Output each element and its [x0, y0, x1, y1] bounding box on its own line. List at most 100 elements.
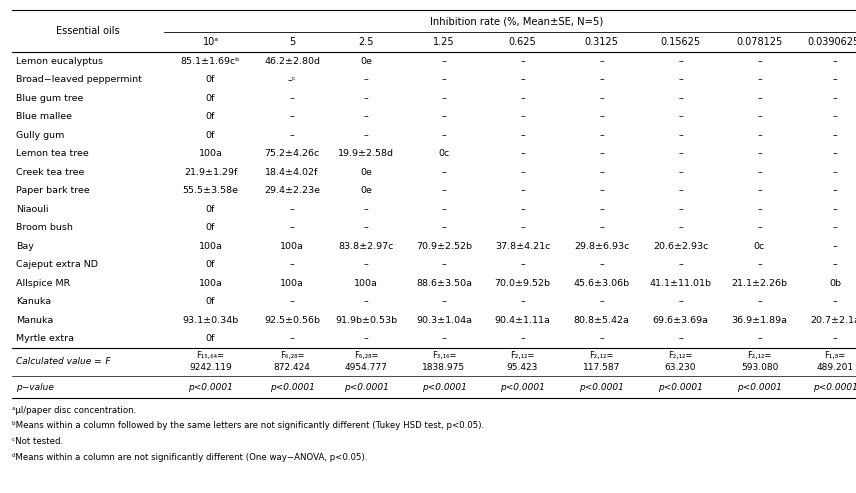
Text: 0.625: 0.625	[508, 37, 537, 47]
Text: –: –	[599, 57, 603, 66]
Text: 75.2±4.26c: 75.2±4.26c	[265, 149, 319, 158]
Text: –: –	[289, 205, 294, 214]
Text: 92.5±0.56b: 92.5±0.56b	[264, 316, 320, 325]
Text: p<0.0001: p<0.0001	[500, 383, 545, 391]
Text: –: –	[520, 131, 525, 140]
Text: 85.1±1.69cᵇ: 85.1±1.69cᵇ	[181, 57, 241, 66]
Text: 0f: 0f	[205, 297, 215, 306]
Text: –: –	[833, 131, 837, 140]
Text: –: –	[678, 186, 683, 195]
Text: 0e: 0e	[360, 168, 372, 177]
Text: –: –	[833, 186, 837, 195]
Text: –: –	[520, 205, 525, 214]
Text: –: –	[833, 75, 837, 84]
Text: –: –	[757, 57, 762, 66]
Text: –: –	[442, 94, 446, 103]
Text: 45.6±3.06b: 45.6±3.06b	[574, 279, 629, 288]
Text: –: –	[757, 168, 762, 177]
Text: 36.9±1.89a: 36.9±1.89a	[732, 316, 788, 325]
Text: p<0.0001: p<0.0001	[658, 383, 703, 391]
Text: –: –	[599, 297, 603, 306]
Text: Broom bush: Broom bush	[16, 223, 73, 232]
Text: F₂,₁₂=: F₂,₁₂=	[589, 352, 614, 360]
Text: –: –	[757, 186, 762, 195]
Text: 90.4±1.11a: 90.4±1.11a	[495, 316, 550, 325]
Text: 70.9±2.52b: 70.9±2.52b	[416, 242, 472, 251]
Text: –: –	[289, 131, 294, 140]
Text: F₆,₂₈=: F₆,₂₈=	[354, 352, 378, 360]
Text: 0f: 0f	[205, 205, 215, 214]
Text: 63.230: 63.230	[665, 362, 696, 372]
Text: Creek tea tree: Creek tea tree	[16, 168, 85, 177]
Text: –: –	[364, 260, 368, 269]
Text: F₂,₁₂=: F₂,₁₂=	[510, 352, 535, 360]
Text: 100a: 100a	[280, 279, 304, 288]
Text: –: –	[678, 57, 683, 66]
Text: 0f: 0f	[205, 75, 215, 84]
Text: –: –	[520, 112, 525, 121]
Text: 117.587: 117.587	[583, 362, 621, 372]
Text: –: –	[833, 168, 837, 177]
Text: –: –	[442, 168, 446, 177]
Text: –: –	[678, 260, 683, 269]
Text: –: –	[757, 94, 762, 103]
Text: –: –	[757, 223, 762, 232]
Text: –: –	[678, 112, 683, 121]
Text: 0f: 0f	[205, 131, 215, 140]
Text: Bay: Bay	[16, 242, 34, 251]
Text: F₁,₈=: F₁,₈=	[824, 352, 846, 360]
Text: 0f: 0f	[205, 112, 215, 121]
Text: –: –	[442, 205, 446, 214]
Text: 83.8±2.97c: 83.8±2.97c	[338, 242, 394, 251]
Text: –: –	[520, 149, 525, 158]
Text: –: –	[678, 297, 683, 306]
Text: 4954.777: 4954.777	[345, 362, 388, 372]
Text: –: –	[364, 94, 368, 103]
Text: –: –	[599, 149, 603, 158]
Text: 90.3±1.04a: 90.3±1.04a	[416, 316, 472, 325]
Text: –: –	[833, 112, 837, 121]
Text: 21.1±2.26b: 21.1±2.26b	[732, 279, 788, 288]
Text: –: –	[442, 131, 446, 140]
Text: –: –	[599, 168, 603, 177]
Text: p<0.0001: p<0.0001	[421, 383, 467, 391]
Text: Lemon tea tree: Lemon tea tree	[16, 149, 89, 158]
Text: 29.8±6.93c: 29.8±6.93c	[574, 242, 629, 251]
Text: 70.0±9.52b: 70.0±9.52b	[495, 279, 550, 288]
Text: –: –	[833, 242, 837, 251]
Text: –: –	[757, 334, 762, 343]
Text: 593.080: 593.080	[740, 362, 778, 372]
Text: –: –	[599, 75, 603, 84]
Text: 10ᵃ: 10ᵃ	[203, 37, 218, 47]
Text: –: –	[833, 94, 837, 103]
Text: –: –	[833, 57, 837, 66]
Text: –: –	[442, 334, 446, 343]
Text: Inhibition rate (%, Mean±SE, N=5): Inhibition rate (%, Mean±SE, N=5)	[430, 16, 603, 26]
Text: Paper bark tree: Paper bark tree	[16, 186, 90, 195]
Text: –: –	[364, 297, 368, 306]
Text: –: –	[757, 205, 762, 214]
Text: –: –	[442, 260, 446, 269]
Text: Cajeput extra ND: Cajeput extra ND	[16, 260, 98, 269]
Text: 80.8±5.42a: 80.8±5.42a	[574, 316, 629, 325]
Text: –: –	[289, 112, 294, 121]
Text: 88.6±3.50a: 88.6±3.50a	[416, 279, 472, 288]
Text: 100a: 100a	[354, 279, 378, 288]
Text: –: –	[289, 260, 294, 269]
Text: –: –	[520, 75, 525, 84]
Text: –: –	[833, 223, 837, 232]
Text: –: –	[833, 334, 837, 343]
Text: 37.8±4.21c: 37.8±4.21c	[495, 242, 550, 251]
Text: Gully gum: Gully gum	[16, 131, 64, 140]
Text: 9242.119: 9242.119	[189, 362, 232, 372]
Text: –: –	[599, 334, 603, 343]
Text: Allspice MR: Allspice MR	[16, 279, 70, 288]
Text: Blue gum tree: Blue gum tree	[16, 94, 83, 103]
Text: 0.3125: 0.3125	[585, 37, 618, 47]
Text: –: –	[599, 223, 603, 232]
Text: –: –	[520, 186, 525, 195]
Text: p<0.0001: p<0.0001	[812, 383, 856, 391]
Text: F₆,₂₈=: F₆,₂₈=	[280, 352, 304, 360]
Text: 0e: 0e	[360, 186, 372, 195]
Text: –: –	[678, 223, 683, 232]
